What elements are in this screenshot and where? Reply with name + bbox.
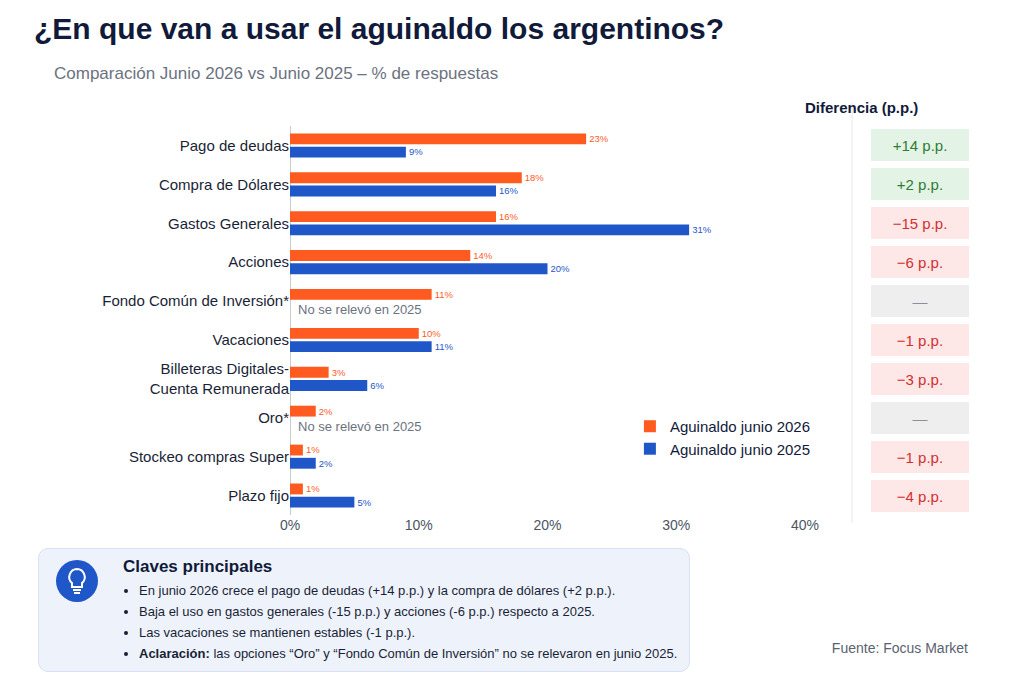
svg-text:Vacaciones: Vacaciones	[213, 331, 289, 348]
html-text:¿En que van a usar el aguinald: ¿En que van a usar el aguinaldo los arge…	[34, 12, 725, 45]
svg-text:6%: 6%	[370, 380, 384, 391]
svg-text:+2 p.p.: +2 p.p.	[897, 176, 943, 193]
svg-text:9%: 9%	[409, 146, 423, 157]
html-text:Aclaración: las opciones “Oro”: Aclaración: las opciones “Oro” y “Fondo …	[139, 646, 678, 661]
svg-text:16%: 16%	[499, 185, 519, 196]
svg-text:20%: 20%	[551, 263, 571, 274]
svg-text:10%: 10%	[405, 517, 433, 533]
svg-text:Diferencia (p.p.): Diferencia (p.p.)	[805, 99, 918, 116]
svg-text:−4 p.p.: −4 p.p.	[897, 488, 943, 505]
svg-text:Pago de deudas: Pago de deudas	[180, 137, 289, 154]
svg-text:Fondo Común de Inversión*: Fondo Común de Inversión*	[102, 292, 289, 309]
svg-text:−1 p.p.: −1 p.p.	[897, 332, 943, 349]
svg-text:31%: 31%	[692, 224, 712, 235]
svg-text:18%: 18%	[525, 172, 545, 183]
svg-text:Plazo fijo: Plazo fijo	[228, 487, 289, 504]
html-text:Fuente: Focus Market: Fuente: Focus Market	[831, 640, 968, 656]
svg-text:2%: 2%	[319, 406, 333, 417]
svg-text:−1 p.p.: −1 p.p.	[897, 449, 943, 466]
html-text:Comparación Junio 2026 vs Juni: Comparación Junio 2026 vs Junio 2025 – %…	[54, 64, 499, 83]
svg-text:40%: 40%	[791, 517, 819, 533]
svg-text:0%: 0%	[280, 517, 300, 533]
svg-text:23%: 23%	[589, 133, 609, 144]
svg-text:3%: 3%	[332, 367, 346, 378]
svg-text:16%: 16%	[499, 211, 519, 222]
svg-text:20%: 20%	[533, 517, 561, 533]
svg-text:1%: 1%	[306, 483, 320, 494]
svg-text:30%: 30%	[662, 517, 690, 533]
svg-text:11%: 11%	[435, 289, 454, 300]
svg-text:Oro*: Oro*	[258, 409, 289, 426]
svg-text:11%: 11%	[435, 341, 454, 352]
svg-text:Aguinaldo junio 2025: Aguinaldo junio 2025	[670, 441, 810, 458]
svg-text:—: —	[913, 410, 928, 427]
svg-text:No se relevó en 2025: No se relevó en 2025	[298, 302, 422, 317]
html-text:Baja el uso en gastos generale: Baja el uso en gastos generales (-15 p.p…	[139, 604, 595, 619]
svg-text:1%: 1%	[306, 444, 320, 455]
svg-text:−3 p.p.: −3 p.p.	[897, 371, 943, 388]
svg-text:Billeteras Digitales-Cuenta Re: Billeteras Digitales-Cuenta Remunerada	[150, 360, 290, 397]
svg-text:No se relevó en 2025: No se relevó en 2025	[298, 419, 422, 434]
html-text:Claves principales: Claves principales	[123, 557, 273, 576]
svg-text:14%: 14%	[473, 250, 493, 261]
svg-text:−15 p.p.: −15 p.p.	[893, 215, 948, 232]
svg-text:Aguinaldo junio 2026: Aguinaldo junio 2026	[670, 418, 810, 435]
svg-text:—: —	[913, 293, 928, 310]
html-text:Las vacaciones se mantienen es: Las vacaciones se mantienen estables (-1…	[139, 625, 415, 640]
html-text:En junio 2026 crece el pago de: En junio 2026 crece el pago de deudas (+…	[139, 583, 616, 598]
svg-text:−6 p.p.: −6 p.p.	[897, 254, 943, 271]
svg-text:Acciones: Acciones	[228, 253, 289, 270]
svg-text:5%: 5%	[357, 497, 371, 508]
svg-text:Compra de Dólares: Compra de Dólares	[159, 176, 289, 193]
svg-text:Stockeo compras Super: Stockeo compras Super	[129, 448, 289, 465]
svg-text:+14 p.p.: +14 p.p.	[893, 137, 948, 154]
svg-text:2%: 2%	[319, 458, 333, 469]
svg-text:10%: 10%	[422, 328, 442, 339]
svg-text:Gastos Generales: Gastos Generales	[168, 215, 289, 232]
